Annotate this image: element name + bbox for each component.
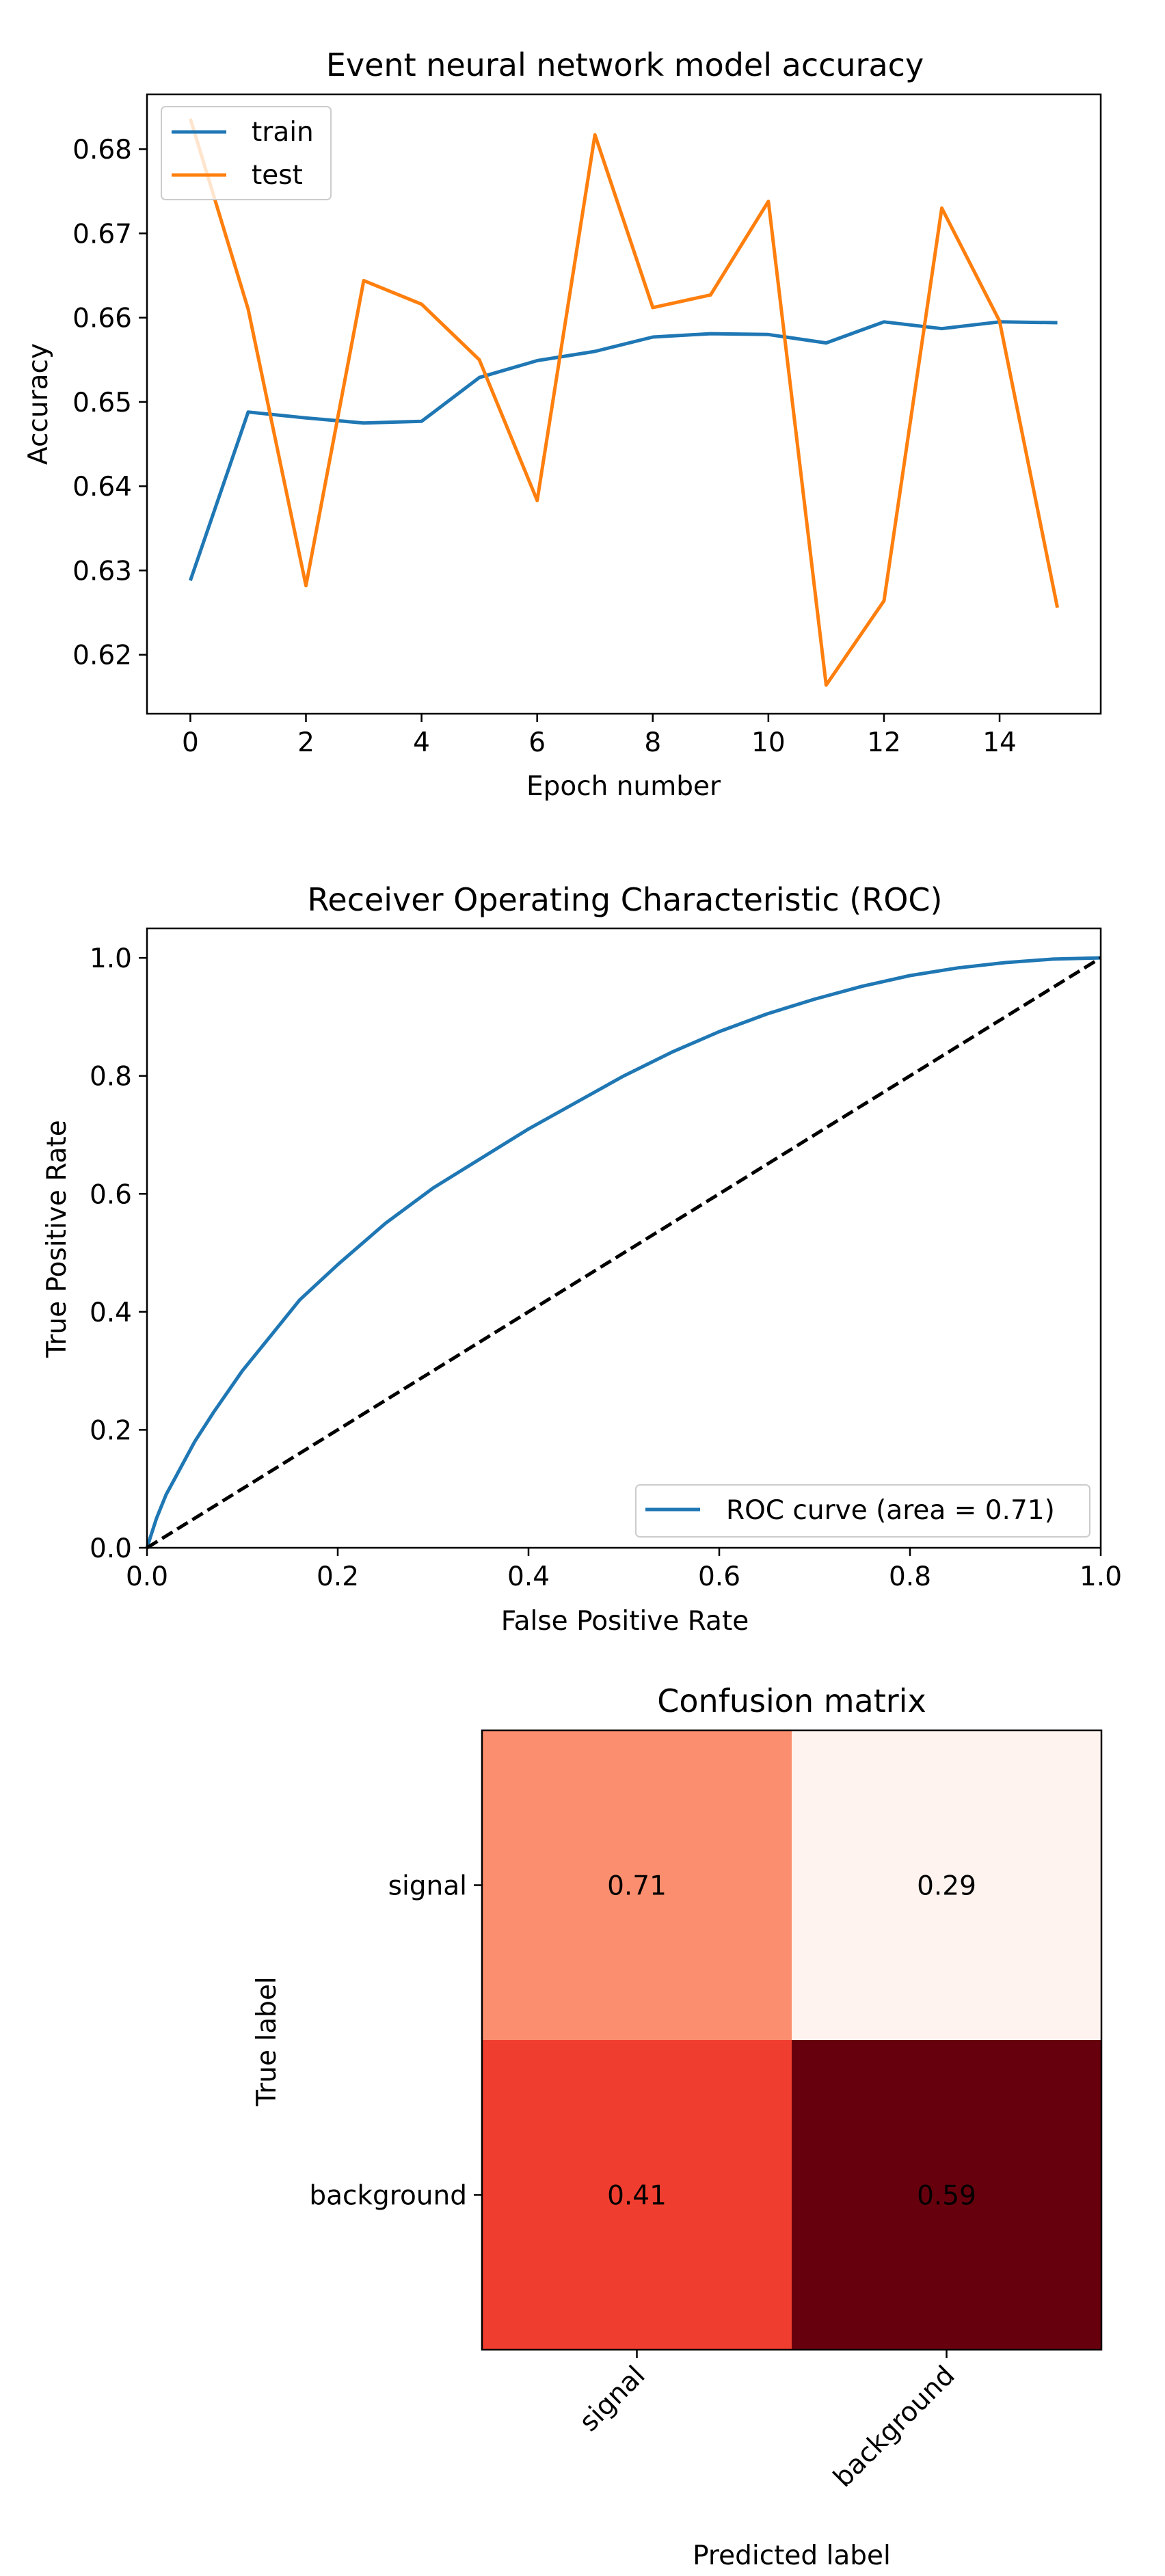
accuracy-y-tick-label: 0.66 (72, 304, 132, 334)
roc-y-tick-label: 0.8 (90, 1062, 132, 1092)
roc-x-tick-label: 0.6 (698, 1561, 740, 1592)
roc-plot-frame (146, 927, 1102, 1549)
accuracy-y-axis-label: Accuracy (23, 343, 54, 465)
accuracy-y-tick-label: 0.64 (72, 472, 132, 502)
confusion-matrix-title: Confusion matrix (657, 1682, 926, 1719)
accuracy-x-tick-label: 6 (528, 727, 546, 758)
confusion-cell-value: 0.71 (607, 1871, 667, 1902)
confusion-x-axis-label: Predicted label (693, 2540, 891, 2571)
confusion-cell-value: 0.29 (917, 1871, 976, 1902)
accuracy-y-tick-label: 0.68 (72, 135, 132, 165)
roc-legend: ROC curve (area = 0.71) (635, 1484, 1090, 1538)
accuracy-x-tick-label: 12 (867, 727, 901, 758)
confusion-cell (482, 1730, 792, 2040)
accuracy-x-tick-label: 10 (751, 727, 786, 758)
legend-test-label: test (252, 160, 303, 191)
confusion-matrix-frame (481, 1729, 1103, 2351)
accuracy-x-axis-label: Epoch number (526, 771, 721, 802)
accuracy-x-tick-label: 0 (182, 727, 199, 758)
accuracy-x-tick-label: 2 (297, 727, 314, 758)
confusion-row-label: signal (388, 1871, 467, 1902)
accuracy-plot-frame (146, 93, 1102, 715)
roc-chance-diagonal (146, 956, 1102, 1550)
roc-x-tick-label: 0.4 (507, 1561, 550, 1592)
roc-legend-frame (635, 1484, 1090, 1538)
accuracy-chart-title: Event neural network model accuracy (326, 46, 924, 83)
legend-roc-label: ROC curve (area = 0.71) (726, 1495, 1055, 1526)
accuracy-chart: Event neural network model accuracy 0 2 4 6… (23, 46, 1102, 802)
confusion-cell (792, 2040, 1101, 2350)
roc-x-tick-label: 0.2 (317, 1561, 359, 1592)
confusion-cell (792, 1730, 1101, 2040)
confusion-cell-value: 0.41 (607, 2181, 667, 2212)
confusion-row-label: background (309, 2181, 467, 2212)
roc-x-tick-label: 0.0 (126, 1561, 168, 1592)
accuracy-test-line (189, 118, 1060, 687)
roc-y-tick-label: 1.0 (90, 943, 132, 974)
roc-chart-title: Receiver Operating Characteristic (ROC) (308, 881, 943, 918)
roc-x-tick-label: 1.0 (1080, 1561, 1122, 1592)
accuracy-x-tick-label: 8 (644, 727, 661, 758)
roc-x-tick-label: 0.8 (889, 1561, 931, 1592)
confusion-y-axis-label: True label (252, 1976, 282, 2107)
roc-y-tick-label: 0.6 (90, 1179, 132, 1210)
accuracy-x-tick-label: 4 (413, 727, 430, 758)
confusion-cell-value: 0.59 (917, 2181, 976, 2212)
accuracy-train-line (189, 320, 1058, 582)
accuracy-y-tick-label: 0.65 (72, 388, 132, 418)
roc-y-tick-label: 0.0 (90, 1533, 132, 1564)
accuracy-y-tick-label: 0.63 (72, 556, 132, 587)
roc-curve-line (145, 956, 1101, 1548)
accuracy-y-tick-label: 0.62 (72, 641, 132, 671)
accuracy-legend: train test (161, 106, 332, 200)
accuracy-y-tick-label: 0.67 (72, 219, 132, 250)
roc-y-axis-label: True Positive Rate (42, 1120, 72, 1358)
legend-train-label: train (252, 117, 314, 148)
roc-y-tick-label: 0.4 (90, 1298, 132, 1328)
roc-x-axis-label: False Positive Rate (501, 1606, 749, 1637)
confusion-cell (482, 2040, 792, 2350)
roc-chart: Receiver Operating Characteristic (ROC) … (42, 881, 1122, 1637)
roc-y-tick-label: 0.2 (90, 1415, 132, 1446)
accuracy-x-tick-label: 14 (982, 727, 1017, 758)
